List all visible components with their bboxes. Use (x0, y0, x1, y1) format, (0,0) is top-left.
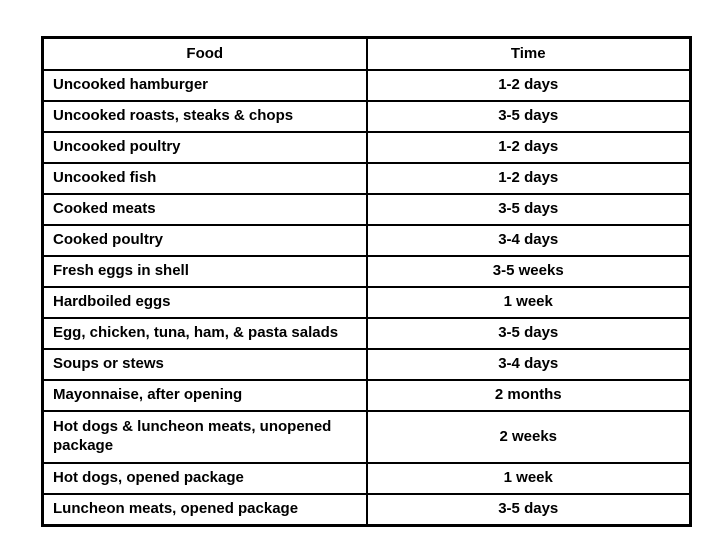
food-cell: Hot dogs & luncheon meats, unopened pack… (41, 410, 368, 464)
table-row: Hardboiled eggs 1 week (41, 286, 692, 319)
time-cell: 3-5 weeks (365, 255, 692, 288)
food-cell: Uncooked hamburger (41, 69, 368, 102)
table-row: Luncheon meats, opened package 3-5 days (41, 493, 692, 527)
time-cell: 1-2 days (365, 69, 692, 102)
food-cell: Uncooked roasts, steaks & chops (41, 100, 368, 133)
table-row: Uncooked poultry 1-2 days (41, 131, 692, 164)
header-row: Food Time (41, 36, 692, 71)
time-cell: 3-4 days (365, 224, 692, 257)
time-cell: 1 week (365, 286, 692, 319)
time-cell: 2 weeks (365, 410, 692, 464)
food-cell: Mayonnaise, after opening (41, 379, 368, 412)
table-row: Cooked poultry 3-4 days (41, 224, 692, 257)
food-cell: Egg, chicken, tuna, ham, & pasta salads (41, 317, 368, 350)
table-row: Hot dogs & luncheon meats, unopened pack… (41, 410, 692, 464)
time-cell: 3-5 days (365, 493, 692, 527)
table-row: Uncooked roasts, steaks & chops 3-5 days (41, 100, 692, 133)
food-cell: Soups or stews (41, 348, 368, 381)
table-row: Cooked meats 3-5 days (41, 193, 692, 226)
food-cell: Fresh eggs in shell (41, 255, 368, 288)
food-cell: Luncheon meats, opened package (41, 493, 368, 527)
food-cell: Hardboiled eggs (41, 286, 368, 319)
table-row: Egg, chicken, tuna, ham, & pasta salads … (41, 317, 692, 350)
time-cell: 1-2 days (365, 131, 692, 164)
table-row: Uncooked hamburger 1-2 days (41, 69, 692, 102)
time-column-header: Time (365, 36, 692, 71)
food-cell: Uncooked fish (41, 162, 368, 195)
time-cell: 1 week (365, 462, 692, 495)
food-cell: Uncooked poultry (41, 131, 368, 164)
time-cell: 3-5 days (365, 317, 692, 350)
food-column-header: Food (41, 36, 368, 71)
time-cell: 2 months (365, 379, 692, 412)
food-cell: Cooked poultry (41, 224, 368, 257)
table-row: Soups or stews 3-4 days (41, 348, 692, 381)
time-cell: 3-5 days (365, 100, 692, 133)
table-row: Fresh eggs in shell 3-5 weeks (41, 255, 692, 288)
table-row: Hot dogs, opened package 1 week (41, 462, 692, 495)
food-storage-table: Food Time Uncooked hamburger 1-2 days Un… (41, 36, 692, 527)
time-cell: 3-5 days (365, 193, 692, 226)
table-row: Mayonnaise, after opening 2 months (41, 379, 692, 412)
food-cell: Cooked meats (41, 193, 368, 226)
food-cell: Hot dogs, opened package (41, 462, 368, 495)
table-row: Uncooked fish 1-2 days (41, 162, 692, 195)
time-cell: 1-2 days (365, 162, 692, 195)
time-cell: 3-4 days (365, 348, 692, 381)
